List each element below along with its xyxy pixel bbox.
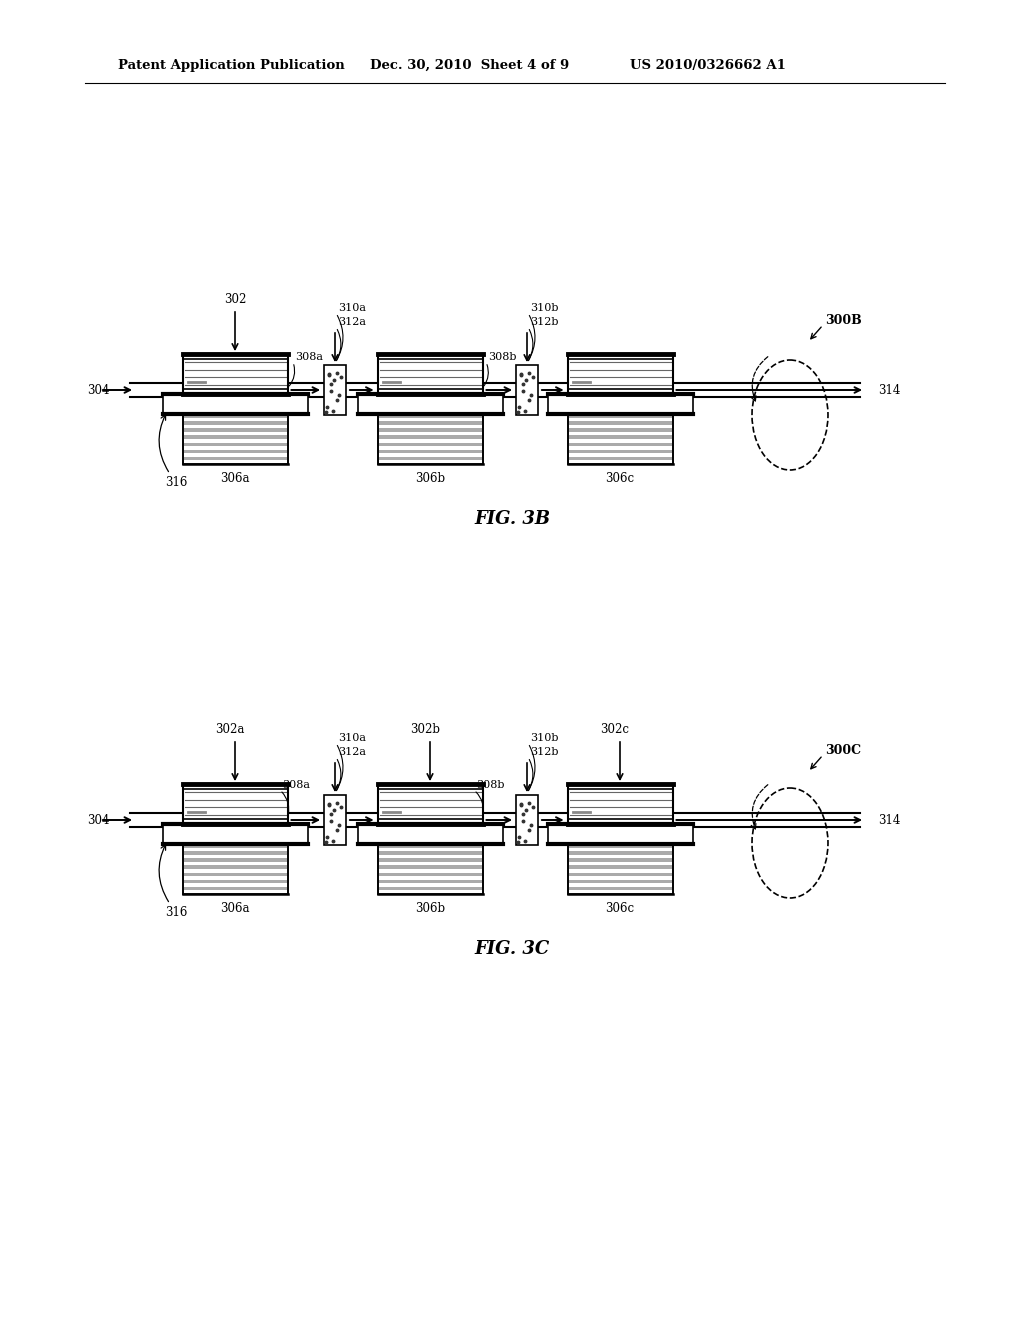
Bar bbox=[379, 879, 481, 883]
Bar bbox=[182, 414, 288, 465]
Bar bbox=[379, 442, 481, 446]
Bar bbox=[378, 414, 482, 465]
Text: 302b: 302b bbox=[410, 723, 440, 737]
Bar bbox=[379, 428, 481, 432]
Text: 306a: 306a bbox=[220, 902, 250, 915]
Bar bbox=[183, 457, 287, 461]
Bar bbox=[568, 414, 672, 417]
Bar bbox=[379, 851, 481, 855]
Bar bbox=[379, 873, 481, 876]
Bar bbox=[163, 824, 307, 843]
Bar bbox=[183, 436, 287, 440]
Bar bbox=[568, 843, 672, 847]
Text: 306b: 306b bbox=[415, 473, 445, 484]
Bar bbox=[378, 354, 482, 393]
Bar bbox=[568, 851, 672, 855]
Text: 312a: 312a bbox=[338, 747, 366, 756]
Bar bbox=[568, 858, 672, 862]
Text: 306b: 306b bbox=[415, 902, 445, 915]
Text: 312b: 312b bbox=[530, 317, 558, 327]
Bar bbox=[379, 414, 481, 417]
Bar bbox=[379, 457, 481, 461]
Bar bbox=[568, 436, 672, 440]
Text: 316: 316 bbox=[165, 906, 187, 919]
Text: 302: 302 bbox=[224, 293, 246, 306]
Bar bbox=[183, 428, 287, 432]
Text: 314: 314 bbox=[878, 813, 900, 826]
Bar bbox=[568, 866, 672, 869]
Bar bbox=[567, 843, 673, 894]
Bar bbox=[516, 795, 538, 845]
Text: 306a: 306a bbox=[220, 473, 250, 484]
Bar bbox=[324, 795, 346, 845]
Bar bbox=[183, 421, 287, 425]
Text: FIG. 3B: FIG. 3B bbox=[474, 510, 550, 528]
Text: 314: 314 bbox=[878, 384, 900, 396]
Bar bbox=[183, 442, 287, 446]
Text: 310a: 310a bbox=[338, 304, 366, 313]
Bar bbox=[183, 851, 287, 855]
Bar bbox=[378, 784, 482, 824]
Text: 308a: 308a bbox=[295, 352, 323, 362]
Bar bbox=[379, 843, 481, 847]
Text: 312a: 312a bbox=[338, 317, 366, 327]
Bar bbox=[183, 873, 287, 876]
Text: Dec. 30, 2010  Sheet 4 of 9: Dec. 30, 2010 Sheet 4 of 9 bbox=[370, 58, 569, 71]
Bar bbox=[568, 457, 672, 461]
Text: 304: 304 bbox=[87, 813, 110, 826]
Bar bbox=[379, 450, 481, 453]
Text: 306c: 306c bbox=[605, 902, 635, 915]
Bar bbox=[568, 421, 672, 425]
Bar bbox=[568, 873, 672, 876]
Text: 300B: 300B bbox=[825, 314, 862, 326]
Bar bbox=[357, 824, 503, 843]
Bar bbox=[183, 858, 287, 862]
Text: 310b: 310b bbox=[530, 304, 558, 313]
Bar bbox=[163, 393, 307, 414]
Bar bbox=[548, 824, 692, 843]
Text: 302c: 302c bbox=[600, 723, 630, 737]
Bar bbox=[568, 442, 672, 446]
Bar bbox=[378, 843, 482, 894]
Bar bbox=[548, 393, 692, 414]
Text: Patent Application Publication: Patent Application Publication bbox=[118, 58, 345, 71]
Text: 302a: 302a bbox=[215, 723, 245, 737]
Bar bbox=[379, 858, 481, 862]
Bar bbox=[324, 366, 346, 414]
Text: 308a: 308a bbox=[282, 780, 310, 789]
Text: 308b: 308b bbox=[488, 352, 516, 362]
Text: 308b: 308b bbox=[476, 780, 505, 789]
Bar bbox=[568, 879, 672, 883]
Text: US 2010/0326662 A1: US 2010/0326662 A1 bbox=[630, 58, 785, 71]
Bar bbox=[183, 866, 287, 869]
Bar bbox=[567, 784, 673, 824]
Text: 310b: 310b bbox=[530, 733, 558, 743]
Bar bbox=[379, 866, 481, 869]
Text: 312b: 312b bbox=[530, 747, 558, 756]
Bar bbox=[183, 414, 287, 417]
Bar bbox=[379, 436, 481, 440]
Bar bbox=[568, 450, 672, 453]
Text: FIG. 3C: FIG. 3C bbox=[474, 940, 550, 958]
Bar bbox=[567, 414, 673, 465]
Text: 304: 304 bbox=[87, 384, 110, 396]
Bar bbox=[183, 879, 287, 883]
Bar bbox=[379, 421, 481, 425]
Bar bbox=[568, 428, 672, 432]
Bar bbox=[183, 887, 287, 891]
Text: 316: 316 bbox=[165, 477, 187, 488]
Bar bbox=[567, 354, 673, 393]
Bar bbox=[516, 366, 538, 414]
Text: 300C: 300C bbox=[825, 743, 861, 756]
Bar bbox=[357, 393, 503, 414]
Bar bbox=[379, 887, 481, 891]
Text: 310a: 310a bbox=[338, 733, 366, 743]
Bar bbox=[183, 450, 287, 453]
Bar bbox=[568, 887, 672, 891]
Bar bbox=[182, 843, 288, 894]
Bar bbox=[182, 354, 288, 393]
Bar bbox=[183, 843, 287, 847]
Text: 306c: 306c bbox=[605, 473, 635, 484]
Bar bbox=[182, 784, 288, 824]
